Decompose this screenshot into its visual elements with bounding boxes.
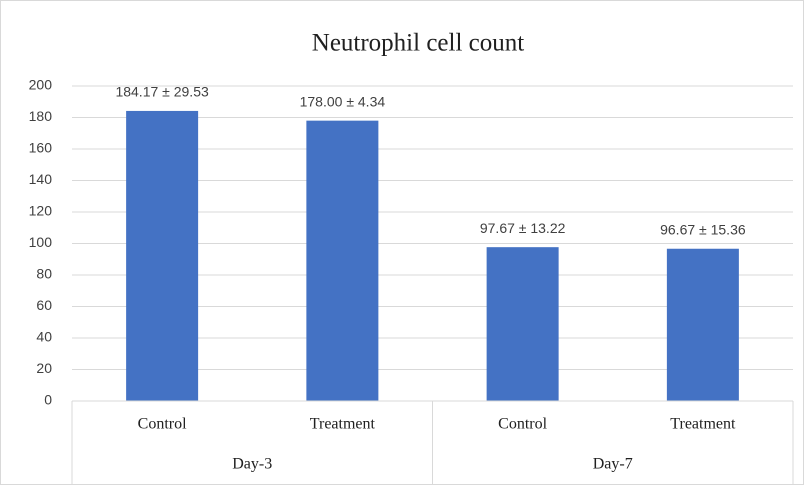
chart-title: Neutrophil cell count bbox=[312, 30, 524, 57]
y-tick-label: 20 bbox=[36, 360, 52, 376]
y-tick-label: 200 bbox=[29, 77, 53, 93]
y-tick-label: 180 bbox=[29, 108, 53, 124]
group-label: Day-7 bbox=[593, 456, 633, 473]
bar bbox=[486, 247, 559, 401]
y-tick-label: 100 bbox=[29, 234, 53, 250]
y-tick-label: 140 bbox=[29, 171, 53, 187]
value-label: 178.00 ± 4.34 bbox=[300, 93, 386, 109]
y-tick-label: 40 bbox=[36, 329, 52, 345]
bar bbox=[126, 110, 199, 401]
value-label: 184.17 ± 29.53 bbox=[115, 84, 209, 100]
bar bbox=[306, 120, 379, 402]
y-tick-label: 160 bbox=[29, 140, 53, 156]
value-label: 97.67 ± 13.22 bbox=[480, 220, 566, 236]
value-label: 96.67 ± 15.36 bbox=[660, 221, 746, 237]
y-tick-label: 0 bbox=[44, 392, 52, 408]
x-tick-label: Control bbox=[138, 416, 187, 433]
x-tick-label: Treatment bbox=[310, 416, 376, 433]
group-label: Day-3 bbox=[232, 456, 272, 473]
bar bbox=[666, 248, 739, 401]
x-tick-label: Control bbox=[498, 416, 547, 433]
y-tick-label: 60 bbox=[36, 297, 52, 313]
x-tick-label: Treatment bbox=[670, 416, 736, 433]
y-tick-label: 120 bbox=[29, 203, 53, 219]
y-tick-label: 80 bbox=[36, 266, 52, 282]
